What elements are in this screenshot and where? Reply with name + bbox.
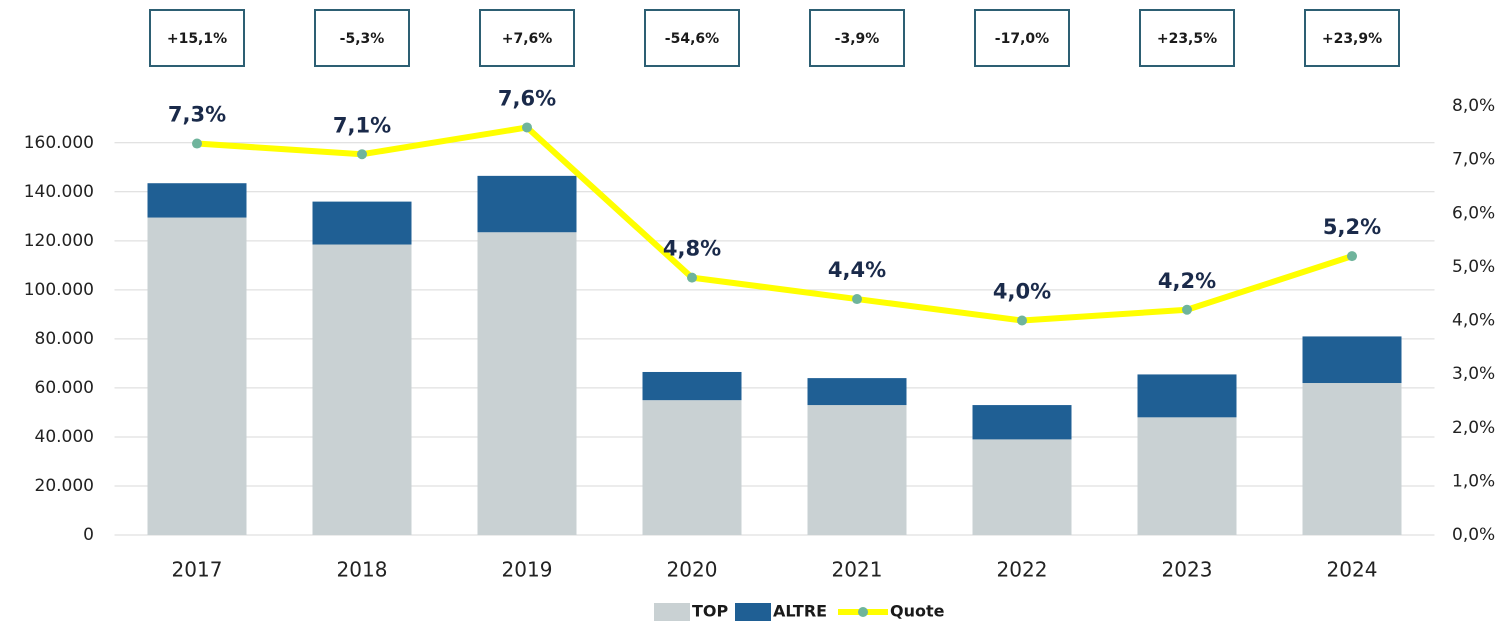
value-label: 4,2% — [1158, 269, 1216, 293]
legend-swatch — [654, 603, 690, 621]
value-label: 4,0% — [993, 280, 1051, 304]
bar-segment — [477, 175, 577, 233]
y-tick-label: 0 — [83, 525, 94, 545]
annotation-box — [644, 9, 740, 67]
annotation-box — [314, 9, 410, 67]
bar-segment — [807, 378, 907, 406]
annotation-box — [1139, 9, 1235, 67]
annotation: -54,6% — [665, 31, 719, 47]
legend-label: ALTRE — [773, 602, 827, 621]
value-label: 7,6% — [498, 86, 556, 110]
x-tick-label: 2023 — [1162, 558, 1213, 582]
bar-segment — [312, 201, 412, 245]
y-tick-label: 60.000 — [35, 378, 94, 398]
y-tick-label: 80.000 — [35, 329, 94, 349]
y2-tick-label: 1,0% — [1452, 471, 1495, 491]
y2-tick-label: 7,0% — [1452, 150, 1495, 170]
value-label: 7,3% — [168, 103, 226, 127]
bar-segment — [1137, 417, 1237, 535]
bar-segment — [972, 439, 1072, 535]
line-marker — [1182, 304, 1192, 315]
bar-segment — [642, 400, 742, 535]
annotation: -17,0% — [995, 31, 1049, 47]
legend-swatch — [735, 603, 771, 621]
bar-segment — [1302, 383, 1402, 535]
y2-tick-label: 4,0% — [1452, 311, 1495, 331]
y-tick-label: 120.000 — [24, 231, 94, 251]
x-tick-label: 2021 — [832, 558, 883, 582]
value-label: 4,8% — [663, 237, 721, 261]
value-label: 7,1% — [333, 113, 391, 137]
y2-tick-label: 3,0% — [1452, 364, 1495, 384]
bar-segment — [312, 244, 412, 535]
annotation: +23,9% — [1322, 31, 1382, 47]
annotation-box — [809, 9, 905, 67]
x-tick-label: 2024 — [1327, 558, 1378, 582]
line-marker — [357, 149, 367, 160]
line-marker — [192, 138, 202, 149]
y-tick-label: 40.000 — [35, 427, 94, 447]
annotation: +7,6% — [502, 31, 553, 47]
y2-tick-label: 5,0% — [1452, 257, 1495, 277]
legend-label: TOP — [692, 602, 729, 621]
bar-segment — [147, 217, 247, 536]
x-tick-label: 2018 — [337, 558, 388, 582]
y2-tick-label: 2,0% — [1452, 418, 1495, 438]
annotation: -5,3% — [340, 31, 385, 47]
x-tick-label: 2019 — [502, 558, 553, 582]
bar-segment — [147, 183, 247, 218]
x-tick-label: 2022 — [997, 558, 1048, 582]
annotation: -3,9% — [835, 31, 880, 47]
annotation: +23,5% — [1157, 31, 1217, 47]
annotation: +15,1% — [167, 31, 227, 47]
annotation-box — [149, 9, 245, 67]
x-tick-label: 2017 — [172, 558, 223, 582]
y-tick-label: 140.000 — [24, 182, 94, 202]
line-marker — [687, 272, 697, 283]
line-marker — [522, 122, 532, 133]
annotation-box — [479, 9, 575, 67]
line — [196, 124, 1353, 324]
bar-segment — [1137, 374, 1237, 418]
y2-tick-label: 8,0% — [1452, 96, 1495, 116]
line-marker — [852, 294, 862, 305]
y-tick-label: 100.000 — [24, 280, 94, 300]
bar-segment — [1302, 336, 1402, 384]
y-tick-label: 160.000 — [24, 133, 94, 153]
value-label: 5,2% — [1323, 215, 1381, 239]
bar-segment — [642, 371, 742, 401]
y2-tick-label: 6,0% — [1452, 203, 1495, 223]
annotation-box — [1304, 9, 1400, 67]
y2-tick-label: 0,0% — [1452, 525, 1495, 545]
value-label: 4,4% — [828, 258, 886, 282]
line-marker — [1017, 315, 1027, 326]
x-tick-label: 2020 — [667, 558, 718, 582]
legend-label: Quote — [890, 602, 945, 621]
bar-segment — [972, 405, 1072, 440]
y-tick-label: 20.000 — [35, 476, 94, 496]
bar-segment — [807, 405, 907, 535]
line-marker — [1347, 251, 1357, 262]
legend-marker — [858, 607, 868, 617]
annotation-box — [974, 9, 1070, 67]
bar-segment — [477, 232, 577, 535]
